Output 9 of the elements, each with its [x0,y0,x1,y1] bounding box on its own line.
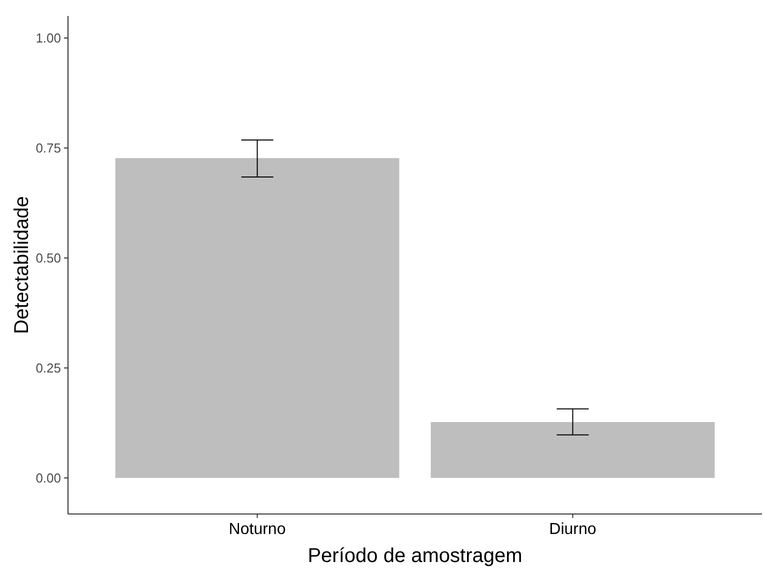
y-tick-label: 1.00 [36,30,61,46]
y-axis-title: Detectabilidade [11,196,33,334]
y-tick-label: 0.50 [36,250,61,266]
x-tick-label: Noturno [228,521,286,538]
x-axis-title: Período de amostragem [308,545,522,567]
x-tick-label: Diurno [549,521,596,538]
y-tick-label: 0.00 [36,470,61,486]
y-tick-label: 0.75 [36,140,61,156]
y-tick-label: 0.25 [36,360,61,376]
